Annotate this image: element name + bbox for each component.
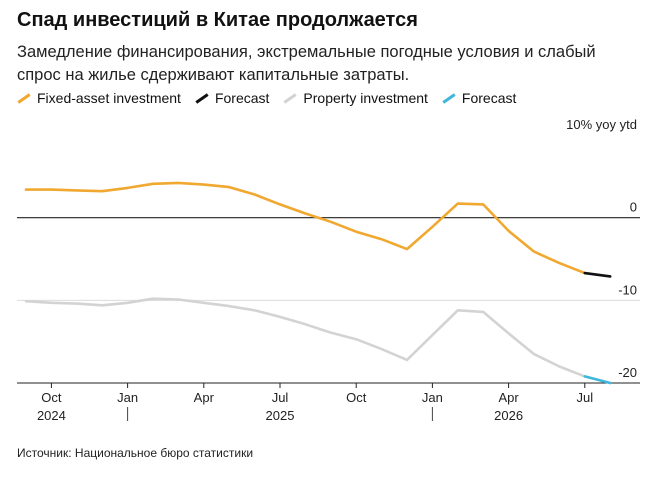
- legend-item-property: Property investment: [283, 90, 428, 106]
- y-tick-label: -20: [618, 365, 637, 380]
- legend-item-fixed-asset: Fixed-asset investment: [17, 90, 181, 106]
- x-tick-label: Apr: [498, 390, 519, 405]
- x-tick-label: Jul: [576, 390, 593, 405]
- year-label: 2026: [494, 408, 523, 423]
- y-tick-label: -10: [618, 282, 637, 297]
- year-label: 2025: [266, 408, 295, 423]
- legend-item-forecast-property: Forecast: [442, 90, 516, 106]
- line-chart: 10% yoy ytd 0 -10 -20 Oct Jan Apr Jul Oct Jan Apr J…: [17, 117, 640, 423]
- legend-item-forecast-fai: Forecast: [195, 90, 269, 106]
- legend-label: Property investment: [303, 90, 428, 106]
- legend-label: Forecast: [214, 90, 270, 106]
- y-tick-label: 0: [630, 200, 637, 215]
- series-line-forecast-3: [583, 375, 612, 385]
- year-label: 2024: [37, 408, 66, 423]
- chart-title: Спад инвестиций в Китае продолжается: [17, 9, 418, 31]
- chart-subtitle: Замедление финансирования, экстремальные…: [17, 43, 596, 84]
- x-tick-label: Apr: [194, 390, 215, 405]
- series-line-forecast-1: [583, 271, 612, 278]
- legend-label: Fixed-asset investment: [37, 90, 181, 106]
- legend-label: Forecast: [461, 90, 517, 106]
- x-tick-label: Oct: [346, 390, 367, 405]
- x-tick-label: Jan: [117, 390, 138, 405]
- x-tick-label: Jul: [272, 390, 289, 405]
- series-line-property-investment-2: [24, 297, 587, 378]
- legend: Fixed-asset investment Forecast Property…: [17, 90, 530, 106]
- x-tick-label: Jan: [422, 390, 443, 405]
- series-line-fixed-asset-investment-0: [24, 181, 587, 275]
- source-note: Источник: Национальное бюро статистики: [17, 446, 254, 460]
- y-tick-label: 10% yoy ytd: [566, 117, 637, 132]
- x-tick-label: Oct: [41, 390, 62, 405]
